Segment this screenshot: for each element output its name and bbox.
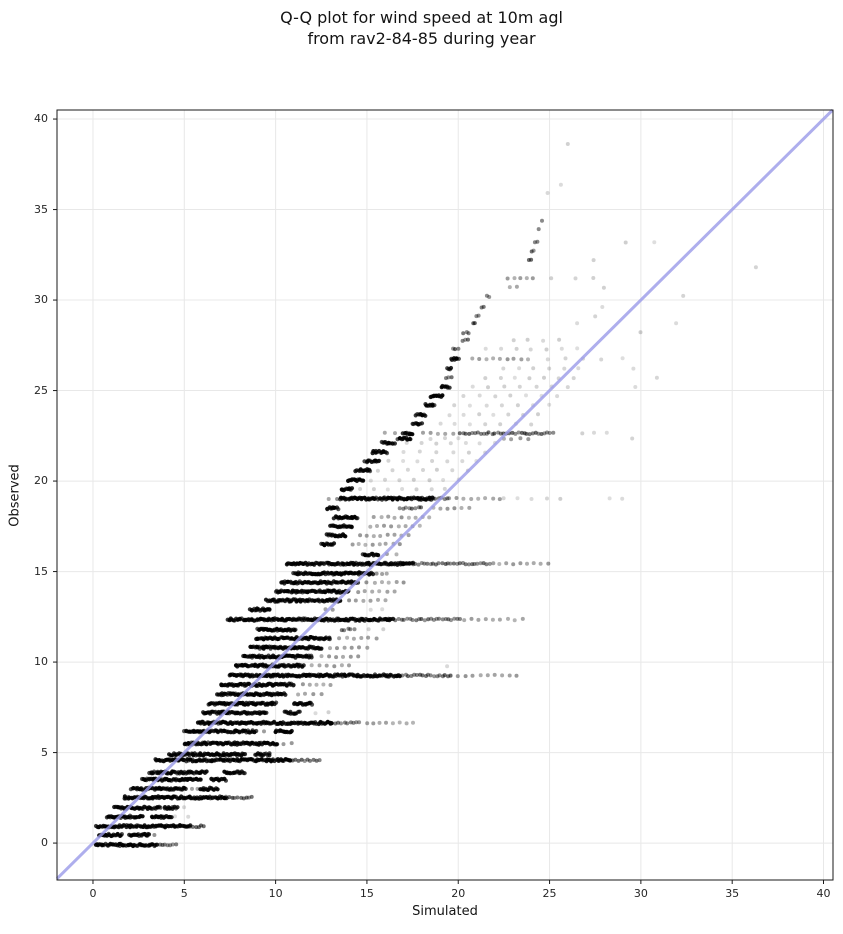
axes-spines (56, 109, 834, 881)
y-tick-label: 30 (34, 293, 48, 307)
axis-tick-marks (53, 118, 825, 884)
x-tick-label: 15 (359, 887, 374, 900)
y-tick-label: 0 (41, 836, 48, 850)
identity-line (55, 108, 834, 880)
y-tick-label: 20 (34, 474, 48, 488)
x-tick-label: 10 (268, 887, 283, 900)
x-tick-label: 0 (89, 887, 97, 900)
y-tick-label: 15 (34, 564, 48, 578)
x-tick-label: 35 (725, 887, 740, 900)
chart-title: Q-Q plot for wind speed at 10m agl from … (0, 7, 843, 49)
x-tick-label: 25 (542, 887, 557, 900)
x-axis-label: Simulated (412, 904, 478, 919)
x-tick-label: 40 (816, 887, 831, 900)
chart-title-line2: from rav2-84-85 during year (307, 29, 536, 48)
x-tick-label: 30 (633, 887, 648, 900)
y-tick-label: 10 (34, 655, 48, 669)
y-axis-label: Observed (7, 464, 23, 527)
x-tick-label: 20 (451, 887, 466, 900)
chart-title-line1: Q-Q plot for wind speed at 10m agl (280, 8, 563, 27)
y-tick-label: 25 (34, 383, 48, 397)
x-tick-label: 5 (180, 887, 188, 900)
y-tick-label: 35 (34, 202, 48, 216)
y-tick-label: 40 (34, 112, 48, 126)
y-tick-label: 5 (41, 745, 48, 759)
